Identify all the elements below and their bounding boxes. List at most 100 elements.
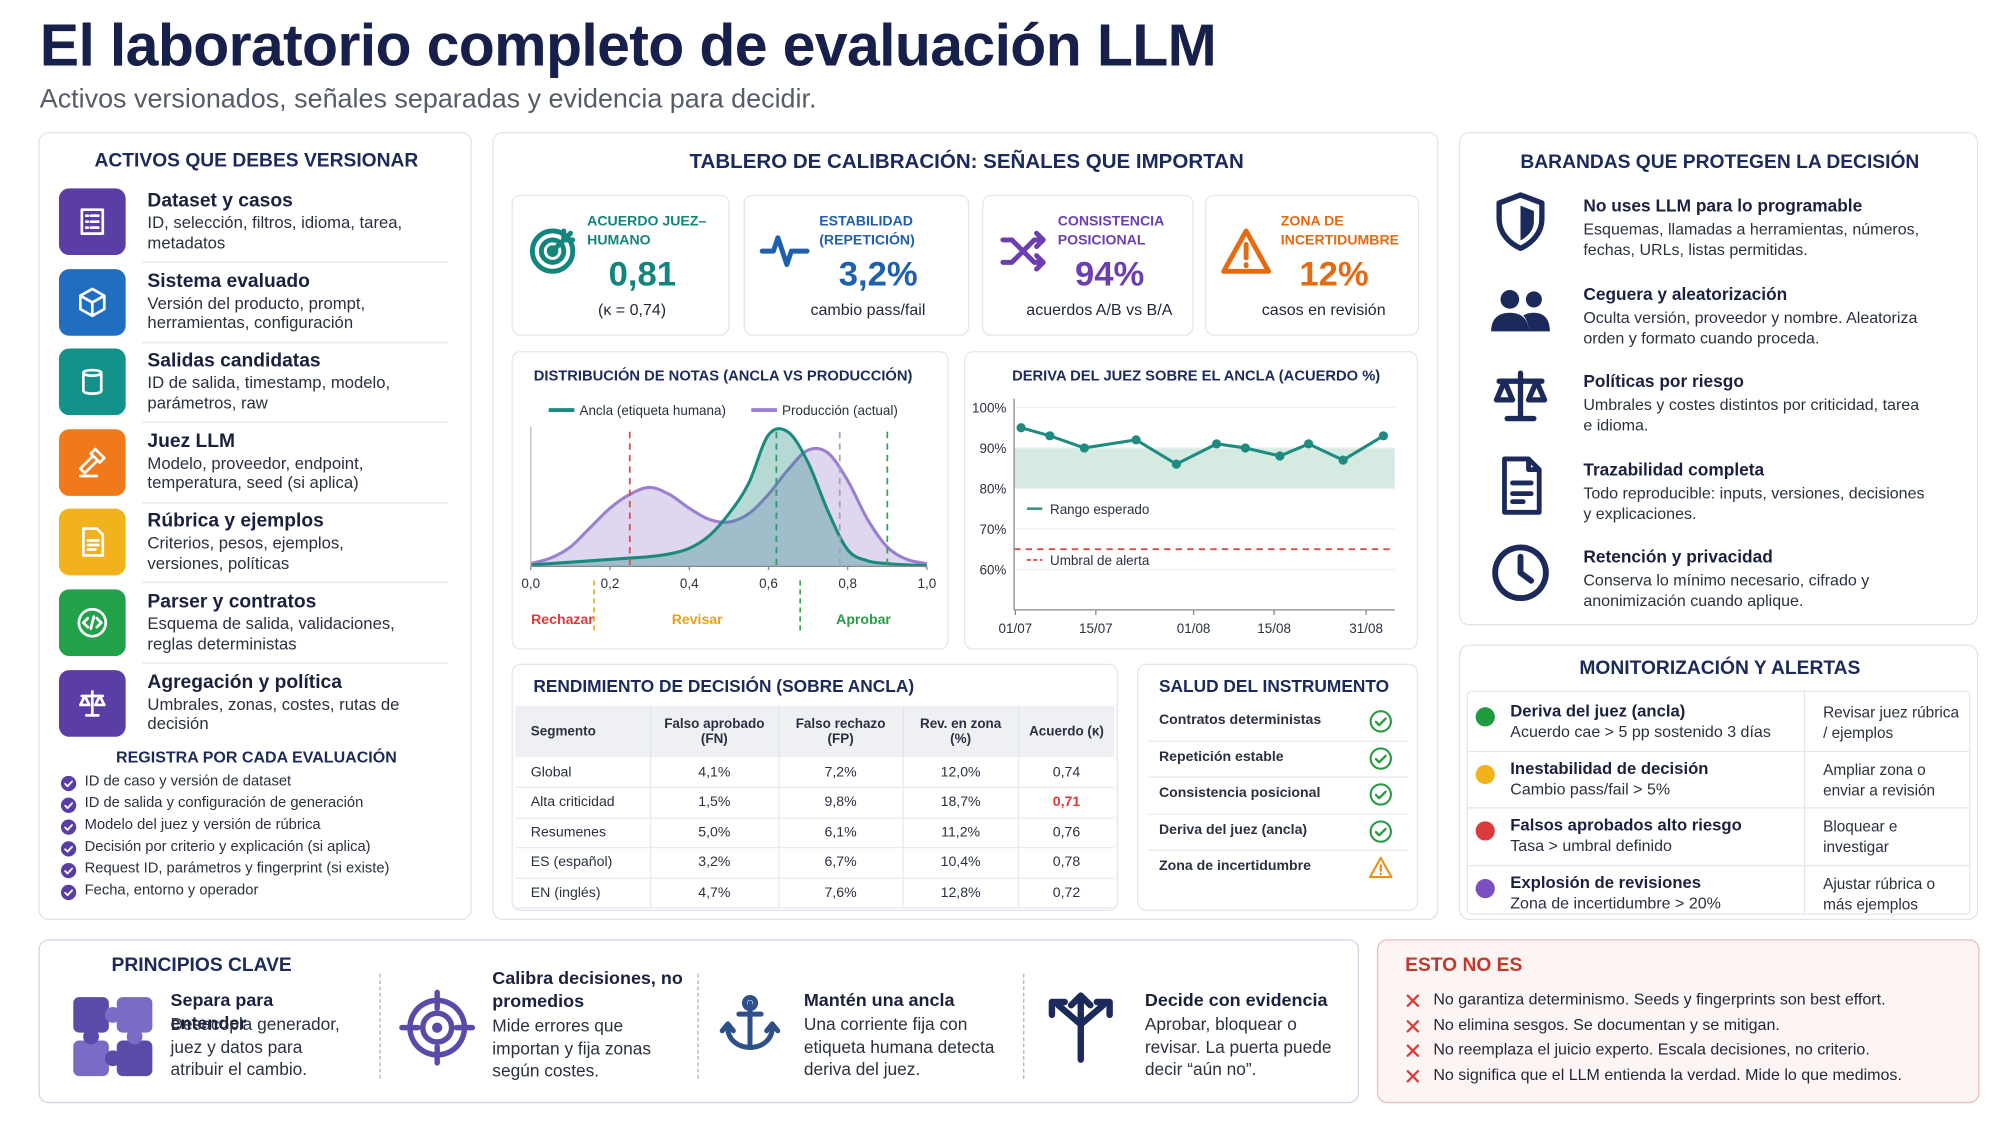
table-cell: 7,2% bbox=[777, 757, 903, 788]
log-item: Fecha, entorno y operador bbox=[84, 882, 259, 899]
health-label: Consistencia posicional bbox=[1158, 785, 1321, 801]
table-cell: Resumenes bbox=[530, 824, 607, 841]
table-cell: 18,7% bbox=[902, 787, 1019, 818]
card-title: SALUD DEL INSTRUMENTO bbox=[1158, 676, 1390, 696]
icon bbox=[1406, 1044, 1420, 1058]
not-item: No garantiza determinismo. Seeds y finge… bbox=[1433, 990, 1886, 1009]
asset-name: Rúbrica y ejemplos bbox=[147, 510, 324, 533]
kpi-card: ACUERDO JUEZ–HUMANO 0,81 (κ = 0,74) bbox=[511, 194, 730, 336]
alert-desc: Tasa > umbral definido bbox=[1510, 836, 1672, 855]
card-title: RENDIMIENTO DE DECISIÓN (SOBRE ANCLA) bbox=[533, 676, 915, 696]
expected-band bbox=[1014, 447, 1395, 489]
icon-part bbox=[1374, 790, 1387, 800]
guard-desc: Oculta versión, proveedor y nombre. Alea… bbox=[1583, 308, 1918, 347]
icon-part bbox=[60, 863, 77, 879]
alert-name: Inestabilidad de decisión bbox=[1510, 757, 1709, 778]
table-row: EN (inglés) 4,7% 7,6% 12,8% 0,72 bbox=[515, 877, 1115, 908]
icon-part bbox=[60, 819, 77, 835]
icon-part bbox=[529, 228, 576, 274]
drift-point bbox=[1016, 423, 1026, 433]
asset-name: Salidas candidatas bbox=[147, 350, 321, 372]
icon bbox=[1369, 819, 1392, 843]
alert-name: Deriva del juez (ancla) bbox=[1510, 700, 1686, 721]
drift-point bbox=[1240, 443, 1250, 453]
icon-part bbox=[73, 1040, 109, 1077]
icon bbox=[399, 989, 476, 1066]
asset-desc: ID de salida, timestamp, modelo, parámet… bbox=[147, 373, 391, 413]
panel-title: PRINCIPIOS CLAVE bbox=[111, 954, 292, 977]
guard-name: Políticas por riesgo bbox=[1583, 371, 1744, 391]
table-row: Alta criticidad 1,5% 9,8% 18,7% 0,71 bbox=[515, 787, 1115, 818]
asset-desc: Esquema de salida, validaciones, reglas … bbox=[147, 613, 395, 653]
kpi-note: acuerdos A/B vs B/A bbox=[1026, 301, 1173, 320]
icon bbox=[1048, 992, 1113, 1063]
principle-desc: Aprobar, bloquear o revisar. La puerta p… bbox=[1144, 1014, 1332, 1079]
density-line bbox=[530, 427, 927, 568]
drift-point bbox=[1045, 431, 1055, 441]
divider bbox=[142, 421, 448, 424]
icon-part bbox=[73, 997, 109, 1033]
table-cell: 0,78 bbox=[1017, 847, 1115, 878]
table-cell: 0,74 bbox=[1017, 757, 1115, 788]
header-cell: Segmento bbox=[530, 723, 596, 740]
table-cell: 9,8% bbox=[777, 787, 903, 818]
icon-part bbox=[126, 1028, 143, 1045]
health-card: SALUD DEL INSTRUMENTO Contratos determini… bbox=[1137, 663, 1418, 912]
drift-point bbox=[1171, 459, 1181, 469]
table-cell: 12,8% bbox=[902, 877, 1019, 908]
icon-part bbox=[1369, 783, 1392, 806]
performance-card: RENDIMIENTO DE DECISIÓN (SOBRE ANCLA) Seg… bbox=[511, 663, 1118, 912]
icon bbox=[1492, 544, 1549, 602]
guard-desc: Umbrales y costes distintos por criticid… bbox=[1583, 395, 1920, 435]
x-tick-label: 1,0 bbox=[918, 576, 937, 591]
principle-desc: Una corriente fija con etiqueta humana d… bbox=[803, 1014, 995, 1079]
health-label: Repetición estable bbox=[1158, 748, 1284, 765]
y-tick-label: 100% bbox=[972, 401, 1006, 416]
status-dot bbox=[1475, 707, 1495, 727]
alert-name: Falsos aprobados alto riesgo bbox=[1510, 814, 1742, 835]
log-item: Modelo del juez y versión de rúbrica bbox=[84, 817, 321, 833]
icon-part bbox=[1369, 856, 1393, 879]
icon bbox=[81, 368, 103, 396]
y-tick-label: 60% bbox=[979, 563, 1006, 578]
panel-title: MONITORIZACIÓN Y ALERTAS bbox=[1579, 657, 1861, 680]
icon bbox=[78, 689, 106, 717]
table-cell: 11,2% bbox=[902, 817, 1019, 848]
assets-panel: ACTIVOS QUE DEBES VERSIONAR Dataset y cas… bbox=[38, 131, 472, 920]
icon-part bbox=[1374, 754, 1387, 763]
alert-desc: Acuerdo cae > 5 pp sostenido 3 días bbox=[1510, 722, 1771, 741]
principle-name: Mantén una ancla bbox=[803, 989, 955, 1010]
panel-title: ACTIVOS QUE DEBES VERSIONAR bbox=[94, 149, 419, 172]
guard-name: Ceguera y aleatorización bbox=[1583, 283, 1788, 304]
drift-card: DERIVA DEL JUEZ SOBRE EL ANCLA (ACUERDO … bbox=[964, 351, 1418, 650]
panel-title: BARANDAS QUE PROTEGEN LA DECISIÓN bbox=[1520, 151, 1920, 173]
asset-desc: ID, selección, filtros, idioma, tarea, m… bbox=[147, 212, 403, 252]
asset-icon bbox=[58, 509, 126, 576]
icon bbox=[1369, 710, 1392, 733]
drift-point bbox=[1338, 455, 1348, 465]
icon-part bbox=[78, 447, 106, 478]
drift-chart: DERIVA DEL JUEZ SOBRE EL ANCLA (ACUERDO … bbox=[972, 369, 1395, 636]
page-title: El laboratorio completo de evaluación LL… bbox=[39, 11, 1217, 79]
drift-point bbox=[1079, 443, 1089, 453]
alert-desc: Zona de incertidumbre > 20% bbox=[1510, 893, 1721, 912]
table-cell: EN (inglés) bbox=[530, 885, 601, 901]
icon bbox=[759, 235, 810, 268]
icon bbox=[1000, 230, 1046, 272]
dashboard-panel: TABLERO DE CALIBRACIÓN: SEÑALES QUE IMPO… bbox=[492, 131, 1439, 920]
kpi-value: 0,81 bbox=[608, 254, 677, 294]
icon bbox=[60, 884, 77, 901]
y-tick-label: 70% bbox=[979, 522, 1006, 537]
divider bbox=[1148, 812, 1409, 815]
chart-title: DERIVA DEL JUEZ SOBRE EL ANCLA (ACUERDO … bbox=[1012, 369, 1380, 385]
principles-panel: PRINCIPIOS CLAVE Separa para entender Desa… bbox=[38, 939, 1359, 1104]
principle-desc: Mide errores que importan y fija zonas s… bbox=[492, 1016, 652, 1081]
density-line bbox=[530, 446, 928, 566]
guard-name: Retención y privacidad bbox=[1583, 547, 1773, 567]
zone-label: Revisar bbox=[672, 611, 723, 627]
icon-part bbox=[399, 989, 476, 1066]
icon-part bbox=[64, 889, 73, 897]
icon-part bbox=[1523, 312, 1550, 331]
kpi-value: 3,2% bbox=[838, 254, 918, 294]
